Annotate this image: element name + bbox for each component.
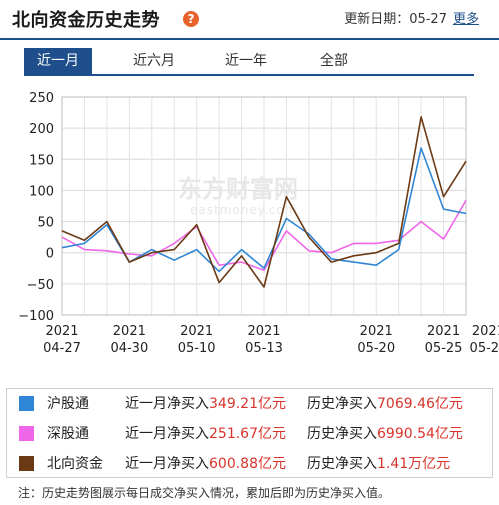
legend-hist-sz: 历史净买入6990.54亿元: [307, 426, 463, 442]
y-tick-label: 150: [29, 153, 54, 168]
legend-swatch-sh: [19, 396, 34, 411]
x-tick-year: 2021: [45, 324, 78, 339]
x-tick-year: 2021: [180, 324, 213, 339]
legend-swatch-north: [19, 456, 34, 471]
x-tick-date: 05-20: [357, 341, 395, 356]
tab-one-year[interactable]: 近一年: [225, 53, 267, 69]
plot-frame: [61, 96, 467, 316]
legend-row-sz: 深股通 近一月净买入251.67亿元 历史净买入6990.54亿元: [7, 419, 492, 449]
x-tick-date: 05-25: [425, 341, 463, 356]
legend-row-north: 北向资金 近一月净买入600.88亿元 历史净买入1.41万亿元: [7, 449, 492, 479]
legend-month-sz: 近一月净买入251.67亿元: [125, 426, 286, 442]
x-tick-date: 05-27: [470, 341, 499, 356]
page-title: 北向资金历史走势: [12, 10, 160, 31]
legend-name-north: 北向资金: [47, 456, 103, 472]
legend-month-sh: 近一月净买入349.21亿元: [125, 396, 286, 412]
help-icon[interactable]: ?: [183, 11, 199, 27]
legend-month-north: 近一月净买入600.88亿元: [125, 456, 286, 472]
legend-hist-north: 历史净买入1.41万亿元: [307, 456, 451, 472]
y-tick-label: 200: [29, 122, 54, 137]
legend-hist-sh: 历史净买入7069.46亿元: [307, 396, 463, 412]
legend-panel: 沪股通 近一月净买入349.21亿元 历史净买入7069.46亿元 深股通 近一…: [6, 388, 493, 478]
x-tick-date: 05-13: [245, 341, 283, 356]
watermark-text: 东方财富网: [178, 175, 298, 203]
x-tick-year: 2021: [427, 324, 460, 339]
x-tick-year: 2021: [247, 324, 280, 339]
x-tick-year: 2021: [113, 324, 146, 339]
x-tick-year: 2021: [472, 324, 499, 339]
legend-row-sh: 沪股通 近一月净买入349.21亿元 历史净买入7069.46亿元: [7, 389, 492, 419]
chart-watermark: 东方财富网 eastmoney.com: [178, 175, 298, 217]
update-date: 05-27: [409, 12, 447, 27]
x-tick-date: 04-27: [43, 341, 81, 356]
update-label: 更新日期：: [344, 12, 410, 27]
y-tick-label: 100: [29, 184, 54, 199]
legend-name-sh: 沪股通: [47, 396, 89, 412]
legend-swatch-sz: [19, 426, 34, 441]
y-axis-ticks: 250 200 150 100 50 0 −50 −100: [18, 91, 54, 324]
y-tick-label: −100: [18, 309, 54, 324]
northbound-chart: 东方财富网 eastmoney.com 250 200 150 100 50 0 −50 −1…: [18, 91, 499, 356]
y-tick-label: 50: [37, 216, 54, 231]
update-info: 更新日期：05-27 更多: [344, 8, 479, 27]
more-link[interactable]: 更多: [452, 12, 479, 27]
tab-all[interactable]: 全部: [320, 53, 348, 69]
tab-one-month[interactable]: 近一月: [24, 48, 92, 74]
tab-underline: [24, 74, 474, 76]
x-tick-year: 2021: [360, 324, 393, 339]
x-tick-date: 04-30: [110, 341, 148, 356]
y-tick-label: 0: [46, 247, 54, 262]
page-header: 北向资金历史走势 ? 更新日期：05-27 更多: [0, 0, 499, 40]
y-tick-label: 250: [29, 91, 54, 106]
series-line-2: [61, 116, 467, 288]
tab-six-months[interactable]: 近六月: [133, 53, 175, 69]
footnote: 注：历史走势图展示每日成交净买入情况，累加后即为历史净买入值。: [18, 486, 391, 500]
x-tick-date: 05-10: [178, 341, 216, 356]
x-axis-ticks: 2021 04-27 2021 04-30 2021 05-10 2021 05-13 2021…: [43, 324, 499, 356]
y-tick-label: −50: [27, 278, 54, 293]
chart-series: [61, 116, 467, 288]
legend-name-sz: 深股通: [47, 426, 89, 442]
watermark-subtext: eastmoney.com: [190, 203, 298, 217]
chart-grid: [61, 96, 467, 316]
